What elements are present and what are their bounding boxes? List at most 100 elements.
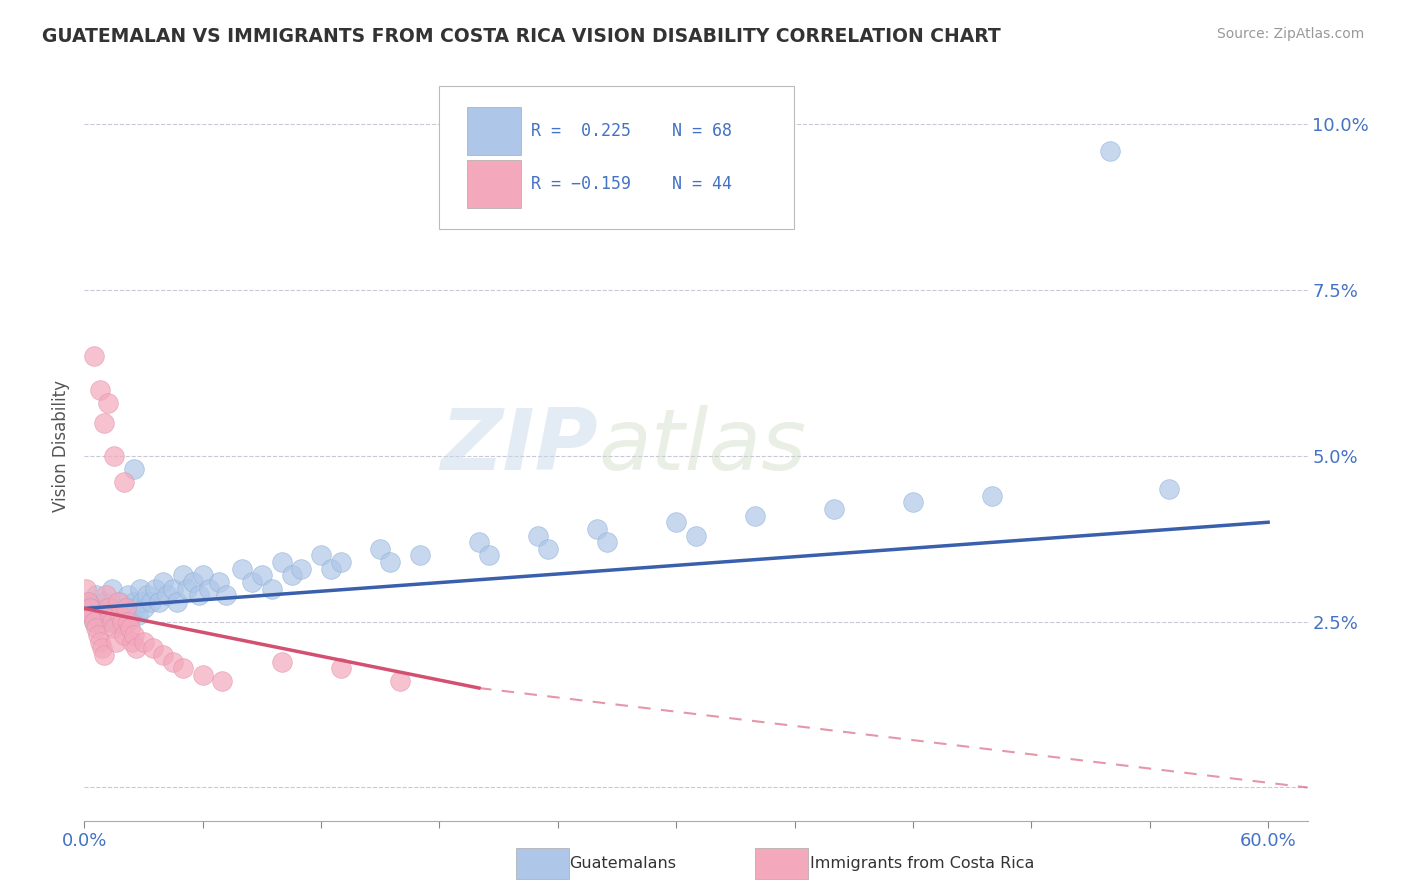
Point xyxy=(111,601,134,615)
Point xyxy=(191,667,214,681)
Point xyxy=(270,655,292,669)
Point xyxy=(148,595,170,609)
Text: GUATEMALAN VS IMMIGRANTS FROM COSTA RICA VISION DISABILITY CORRELATION CHART: GUATEMALAN VS IMMIGRANTS FROM COSTA RICA… xyxy=(42,27,1001,45)
Text: atlas: atlas xyxy=(598,404,806,488)
Point xyxy=(329,555,352,569)
Point xyxy=(94,601,117,615)
Point xyxy=(124,641,146,656)
Text: N = 44: N = 44 xyxy=(672,175,731,193)
Point xyxy=(329,661,352,675)
Point xyxy=(191,568,214,582)
Point xyxy=(114,615,136,629)
Point xyxy=(280,568,302,582)
Point xyxy=(156,588,179,602)
Point xyxy=(122,595,145,609)
Point xyxy=(162,655,184,669)
Point xyxy=(128,582,150,596)
Point xyxy=(111,615,134,629)
Point xyxy=(240,574,263,589)
Point xyxy=(82,608,104,623)
Point xyxy=(172,661,194,675)
Point xyxy=(122,628,145,642)
Point xyxy=(101,582,124,596)
Point xyxy=(389,674,412,689)
Point xyxy=(197,582,219,596)
Text: R =  0.225: R = 0.225 xyxy=(531,122,631,140)
Point xyxy=(107,595,129,609)
Text: Immigrants from Costa Rica: Immigrants from Costa Rica xyxy=(810,856,1035,871)
Point xyxy=(118,601,141,615)
Point xyxy=(368,541,391,556)
Point xyxy=(141,595,163,609)
Point xyxy=(124,601,146,615)
Point xyxy=(103,449,125,463)
FancyBboxPatch shape xyxy=(439,87,794,228)
Point xyxy=(166,595,188,609)
Point xyxy=(97,601,120,615)
Point xyxy=(468,535,491,549)
Point xyxy=(108,608,131,623)
Point xyxy=(84,588,107,602)
Point xyxy=(162,582,184,596)
Point xyxy=(98,608,121,623)
Point xyxy=(309,549,332,563)
Point xyxy=(121,634,143,648)
Point xyxy=(107,615,129,629)
Point xyxy=(112,628,135,642)
Point xyxy=(409,549,432,563)
Text: ZIP: ZIP xyxy=(440,404,598,488)
Point xyxy=(101,615,124,629)
Point xyxy=(176,582,198,596)
Point xyxy=(118,621,141,635)
Point xyxy=(127,608,149,623)
Point xyxy=(136,588,159,602)
Point xyxy=(112,475,135,490)
Point xyxy=(527,528,550,542)
Point xyxy=(131,595,153,609)
Point xyxy=(980,489,1002,503)
Point xyxy=(586,522,609,536)
Point xyxy=(823,502,845,516)
Point xyxy=(117,588,139,602)
Point xyxy=(83,615,105,629)
Point xyxy=(665,515,688,529)
Point xyxy=(77,595,100,609)
Text: N = 68: N = 68 xyxy=(672,122,731,140)
Point xyxy=(152,648,174,662)
Point xyxy=(83,615,105,629)
Point xyxy=(319,562,342,576)
Point xyxy=(114,601,136,615)
Y-axis label: Vision Disability: Vision Disability xyxy=(52,380,70,512)
Point xyxy=(270,555,292,569)
Point xyxy=(93,416,115,430)
Point xyxy=(93,595,115,609)
Point xyxy=(685,528,707,542)
Point xyxy=(89,634,111,648)
Point xyxy=(537,541,560,556)
Point xyxy=(181,574,204,589)
Point xyxy=(211,674,233,689)
Point xyxy=(250,568,273,582)
Point xyxy=(187,588,209,602)
Point xyxy=(207,574,229,589)
Point xyxy=(1159,482,1181,496)
Point xyxy=(89,383,111,397)
Point xyxy=(87,601,110,615)
Point xyxy=(215,588,238,602)
Point xyxy=(260,582,283,596)
Point xyxy=(103,601,125,615)
Text: R = −0.159: R = −0.159 xyxy=(531,175,631,193)
Point xyxy=(75,582,97,596)
Point xyxy=(104,634,127,648)
Point xyxy=(132,634,155,648)
Point xyxy=(901,495,924,509)
Point xyxy=(104,608,127,623)
Point xyxy=(744,508,766,523)
Point xyxy=(91,641,114,656)
Point xyxy=(117,615,139,629)
Point xyxy=(87,628,110,642)
Point xyxy=(77,595,100,609)
Point xyxy=(145,582,167,596)
Point xyxy=(84,621,107,635)
FancyBboxPatch shape xyxy=(467,107,522,155)
